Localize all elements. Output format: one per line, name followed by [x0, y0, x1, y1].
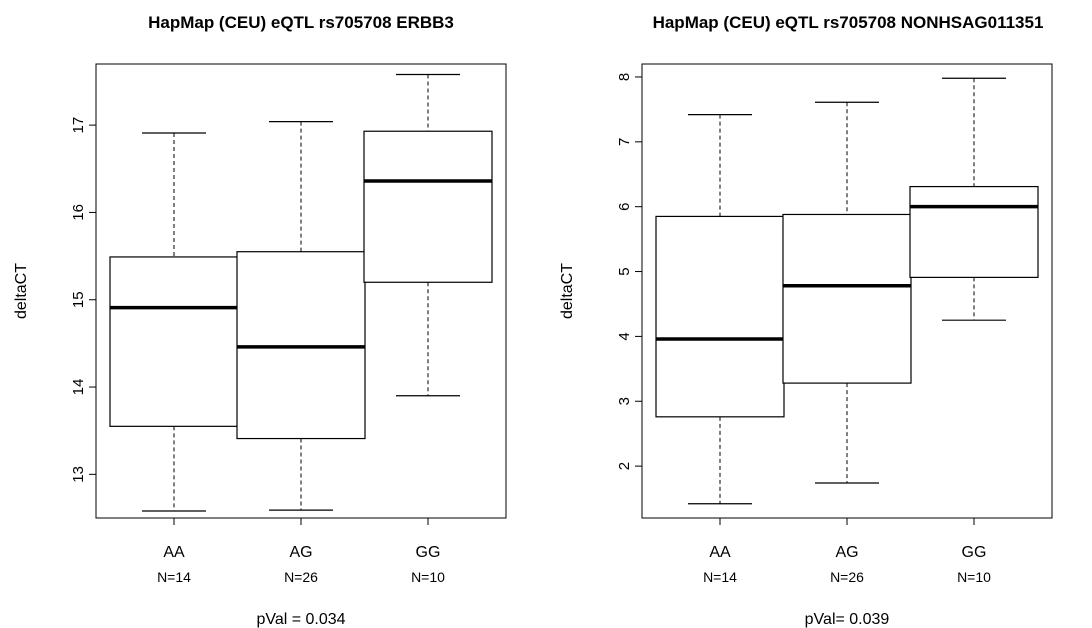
y-tick-label: 16 — [70, 204, 87, 221]
plot-layer: 13 14 15 16 17 AA N=14 AG N=26 GG N=10 — [70, 73, 493, 585]
category-label: AA — [163, 544, 185, 561]
right-boxplot-chart: HapMap (CEU) eQTL rs705708 NONHSAG011351… — [559, 13, 1053, 628]
iqr-box — [909, 185, 1039, 278]
category-label: GG — [962, 544, 987, 561]
iqr-box — [655, 215, 785, 418]
iqr-box — [109, 256, 239, 427]
count-label: N=26 — [830, 569, 864, 585]
y-tick-label: 6 — [616, 203, 633, 211]
count-label: N=26 — [284, 569, 318, 585]
iqr-box — [363, 130, 493, 283]
count-label: N=14 — [157, 569, 191, 585]
plot-layer: 2 3 4 5 6 7 8 AA N=14 AG N=26 GG N=10 — [616, 73, 1039, 585]
y-tick-label: 17 — [70, 117, 87, 134]
y-tick-label: 3 — [616, 397, 633, 405]
y-tick-label: 15 — [70, 291, 87, 308]
chart-title: HapMap (CEU) eQTL rs705708 ERBB3 — [148, 13, 454, 32]
count-label: N=10 — [411, 569, 445, 585]
category-label: GG — [416, 544, 441, 561]
iqr-box — [782, 213, 912, 384]
right-chart-panel: HapMap (CEU) eQTL rs705708 NONHSAG011351… — [546, 0, 1092, 628]
y-tick-label: 8 — [616, 73, 633, 81]
y-tick-label: 14 — [70, 379, 87, 396]
p-value-label: pVal = 0.034 — [256, 611, 345, 628]
count-label: N=10 — [957, 569, 991, 585]
y-tick-label: 2 — [616, 462, 633, 470]
count-label: N=14 — [703, 569, 737, 585]
y-tick-label: 4 — [616, 332, 633, 340]
y-tick-label: 5 — [616, 267, 633, 275]
y-axis-label: deltaCT — [559, 263, 576, 319]
left-boxplot-chart: HapMap (CEU) eQTL rs705708 ERBB3 deltaCT… — [13, 13, 507, 628]
left-chart-panel: HapMap (CEU) eQTL rs705708 ERBB3 deltaCT… — [13, 13, 507, 628]
y-tick-label: 7 — [616, 138, 633, 146]
category-label: AG — [289, 544, 312, 561]
chart-title: HapMap (CEU) eQTL rs705708 NONHSAG011351 — [653, 13, 1044, 32]
category-label: AA — [709, 544, 731, 561]
y-axis-label: deltaCT — [13, 263, 30, 319]
p-value-label: pVal= 0.039 — [805, 611, 890, 628]
category-label: AG — [835, 544, 858, 561]
y-tick-label: 13 — [70, 466, 87, 483]
